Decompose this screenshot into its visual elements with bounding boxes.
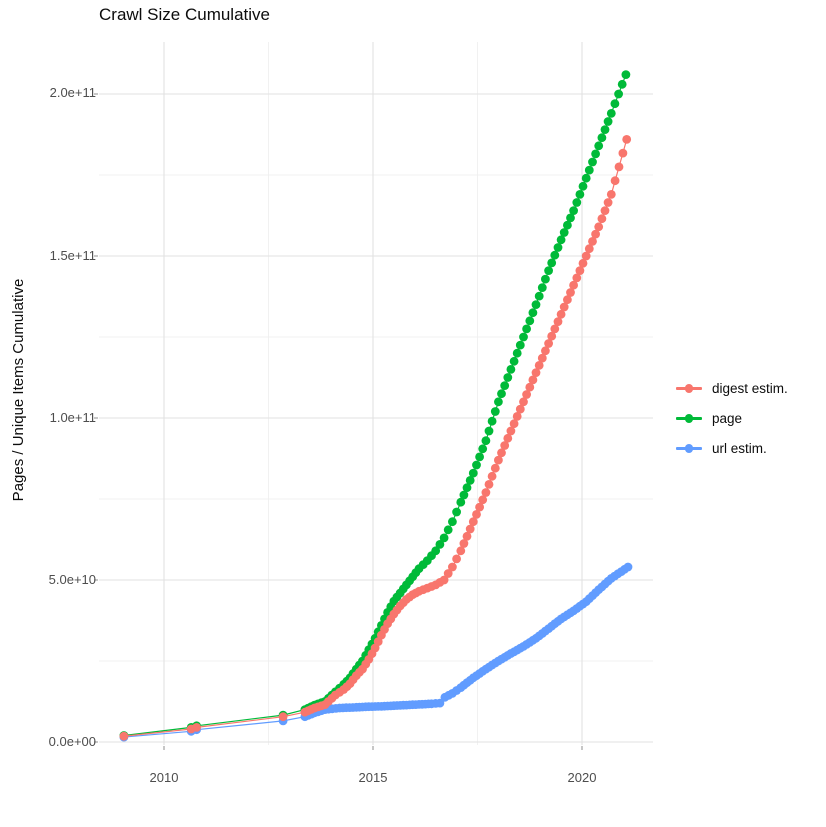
legend-label: page bbox=[712, 411, 743, 426]
legend-item-page: page bbox=[676, 407, 824, 430]
legend: digest estim. page url estim. bbox=[676, 377, 824, 467]
series-digest-estim bbox=[119, 135, 632, 741]
legend-key-page-icon bbox=[676, 411, 702, 427]
x-tick-label: 2020 bbox=[567, 770, 597, 785]
x-tick-label: 2015 bbox=[358, 770, 388, 785]
legend-key-url-icon bbox=[676, 441, 702, 457]
legend-item-digest-estim: digest estim. bbox=[676, 377, 824, 400]
gridlines-major bbox=[99, 42, 653, 745]
y-tick-label: 0.0e+00 bbox=[48, 734, 96, 749]
legend-label: digest estim. bbox=[712, 381, 788, 396]
y-tick-label: 5.0e+10 bbox=[48, 572, 96, 587]
y-tick-label: 1.5e+11 bbox=[49, 248, 96, 263]
axis-ticks bbox=[94, 93, 583, 750]
legend-label: url estim. bbox=[712, 441, 767, 456]
series-url-estim bbox=[119, 562, 633, 742]
y-axis-title: Pages / Unique Items Cumulative bbox=[10, 278, 27, 502]
chart-title: Crawl Size Cumulative bbox=[99, 5, 270, 24]
y-tick-label: 2.0e+11 bbox=[49, 85, 96, 100]
y-tick-label: 1.0e+11 bbox=[49, 410, 96, 425]
x-tick-label: 2010 bbox=[149, 770, 179, 785]
legend-key-digest-icon bbox=[676, 381, 702, 397]
gridlines-minor bbox=[99, 42, 653, 745]
legend-item-url-estim: url estim. bbox=[676, 437, 824, 460]
